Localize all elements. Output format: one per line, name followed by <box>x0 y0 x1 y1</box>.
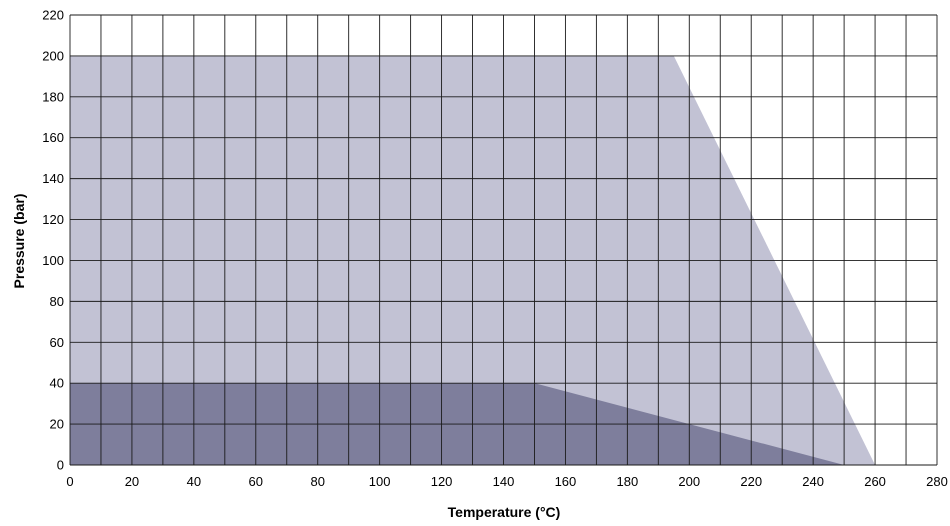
x-tick-label: 120 <box>431 474 453 489</box>
x-tick-label: 80 <box>310 474 324 489</box>
y-axis-ticks: 0 20 40 60 80 100 120 140 160 180 200 220 <box>42 8 64 473</box>
x-tick-label: 140 <box>493 474 515 489</box>
x-tick-label: 100 <box>369 474 391 489</box>
x-tick-label: 60 <box>249 474 263 489</box>
y-tick-label: 40 <box>50 376 64 391</box>
y-tick-label: 140 <box>42 171 64 186</box>
y-tick-label: 220 <box>42 8 64 23</box>
x-tick-label: 280 <box>926 474 948 489</box>
chart-grid <box>69 14 938 466</box>
y-tick-label: 20 <box>50 417 64 432</box>
x-axis-title: Temperature (°C) <box>448 504 561 520</box>
y-tick-label: 160 <box>42 130 64 145</box>
y-tick-label: 80 <box>50 294 64 309</box>
x-tick-label: 220 <box>740 474 762 489</box>
x-tick-label: 260 <box>864 474 886 489</box>
y-axis-title: Pressure (bar) <box>11 194 27 289</box>
x-axis-ticks: 0 20 40 60 80 100 120 140 160 180 200 220 240 260 280 <box>66 474 947 489</box>
y-tick-label: 0 <box>57 458 64 473</box>
x-tick-label: 40 <box>187 474 201 489</box>
x-tick-label: 180 <box>617 474 639 489</box>
x-tick-label: 20 <box>125 474 139 489</box>
y-tick-label: 100 <box>42 253 64 268</box>
x-tick-label: 160 <box>555 474 577 489</box>
x-tick-label: 240 <box>802 474 824 489</box>
x-tick-label: 200 <box>678 474 700 489</box>
x-tick-label: 0 <box>66 474 73 489</box>
y-tick-label: 120 <box>42 212 64 227</box>
y-tick-label: 180 <box>42 89 64 104</box>
y-tick-label: 200 <box>42 48 64 63</box>
y-tick-label: 60 <box>50 335 64 350</box>
